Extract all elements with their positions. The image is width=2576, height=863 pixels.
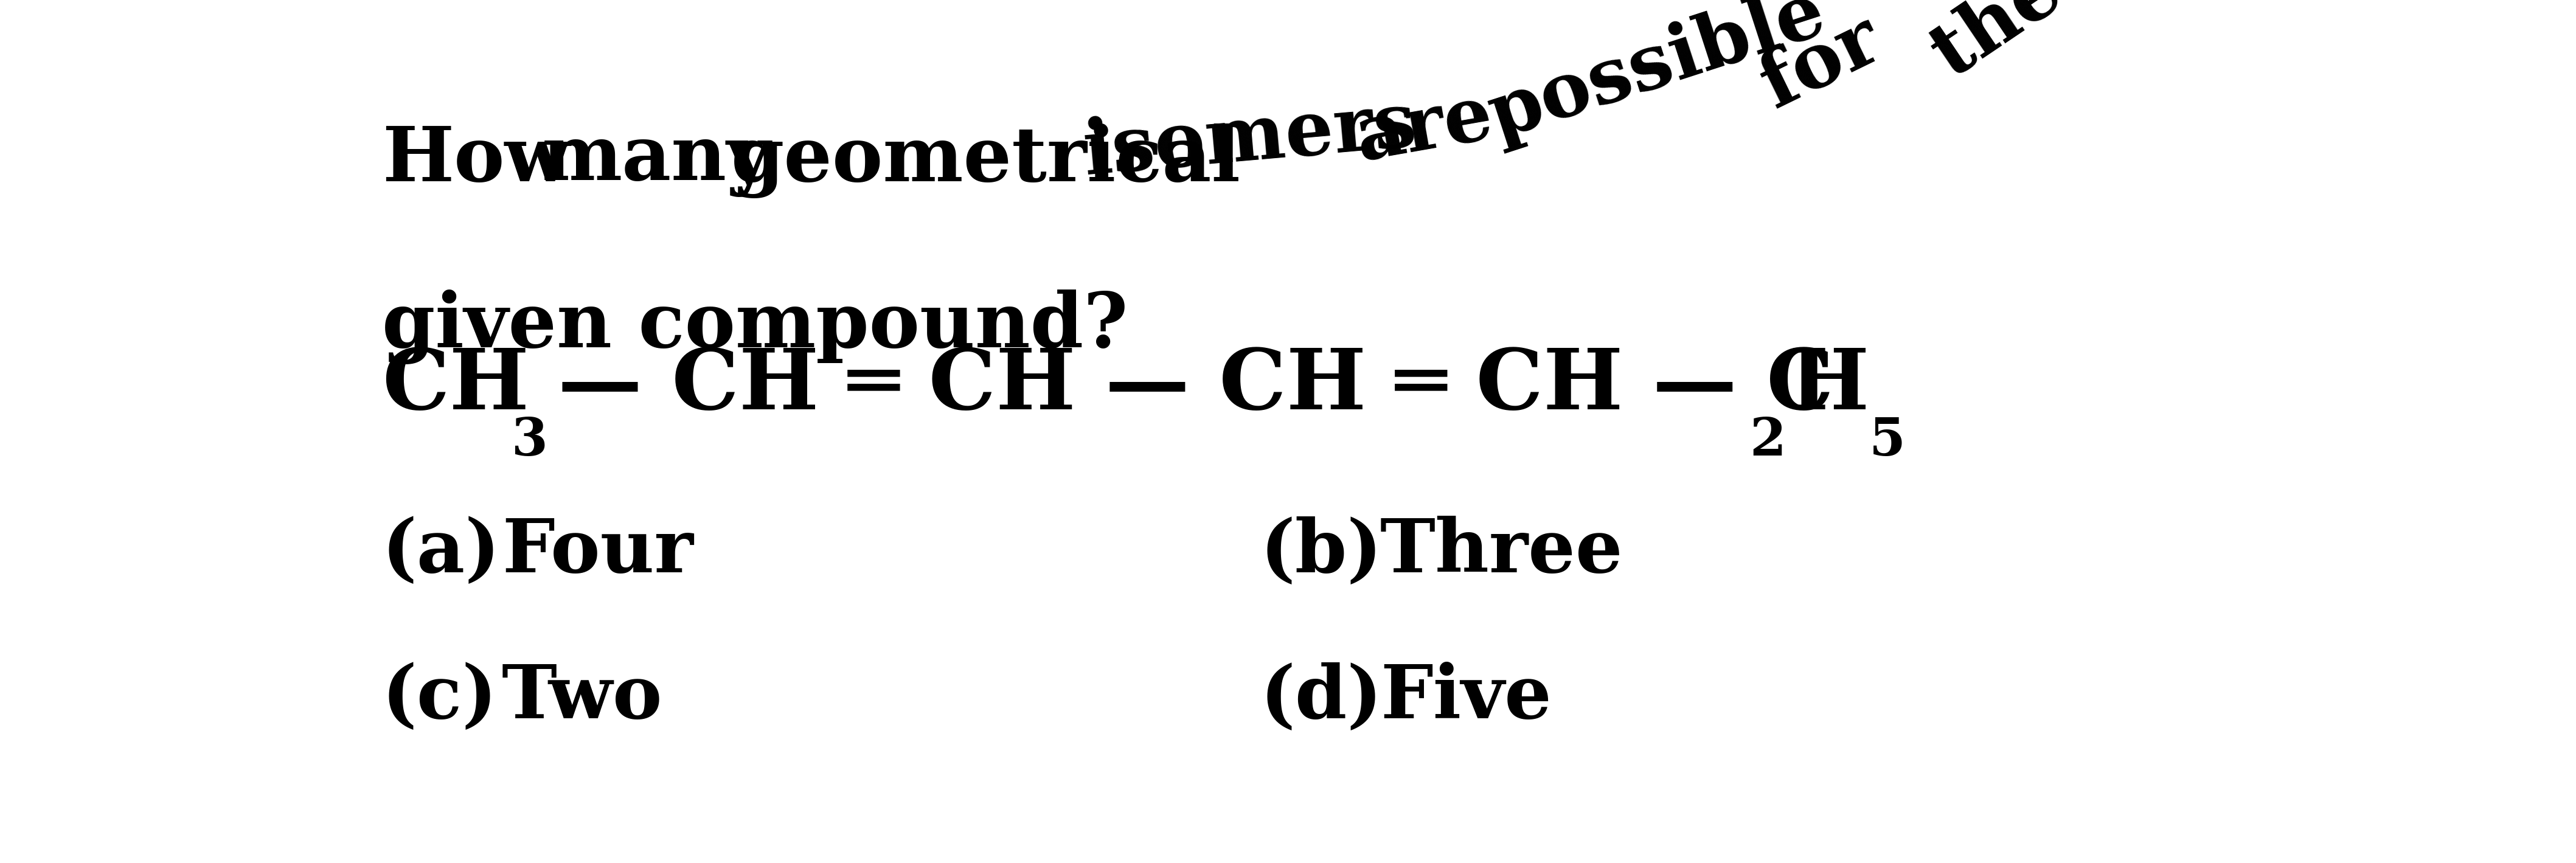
- Text: Four: Four: [502, 515, 693, 588]
- Text: How: How: [381, 123, 569, 197]
- Text: CH: CH: [381, 345, 528, 427]
- Text: H: H: [1790, 345, 1870, 427]
- Text: possible: possible: [1479, 0, 1834, 154]
- Text: are: are: [1350, 79, 1499, 176]
- Text: (d): (d): [1260, 662, 1383, 734]
- Text: (b): (b): [1260, 515, 1383, 588]
- Text: isomers: isomers: [1082, 88, 1419, 190]
- Text: Two: Two: [502, 662, 662, 734]
- Text: Three: Three: [1381, 515, 1623, 588]
- Text: Five: Five: [1381, 662, 1551, 734]
- Text: 3: 3: [513, 416, 549, 467]
- Text: (c): (c): [381, 662, 497, 734]
- Text: the: the: [1919, 0, 2076, 91]
- Text: 2: 2: [1749, 416, 1785, 467]
- Text: 5: 5: [1870, 416, 1906, 467]
- Text: for: for: [1749, 3, 1893, 123]
- Text: geometrical: geometrical: [732, 123, 1242, 198]
- Text: — CH ═ CH — CH ═ CH — C: — CH ═ CH — CH ═ CH — C: [556, 345, 1834, 427]
- Text: many: many: [541, 123, 770, 197]
- Text: given compound?: given compound?: [381, 290, 1128, 364]
- Text: (a): (a): [381, 515, 500, 588]
